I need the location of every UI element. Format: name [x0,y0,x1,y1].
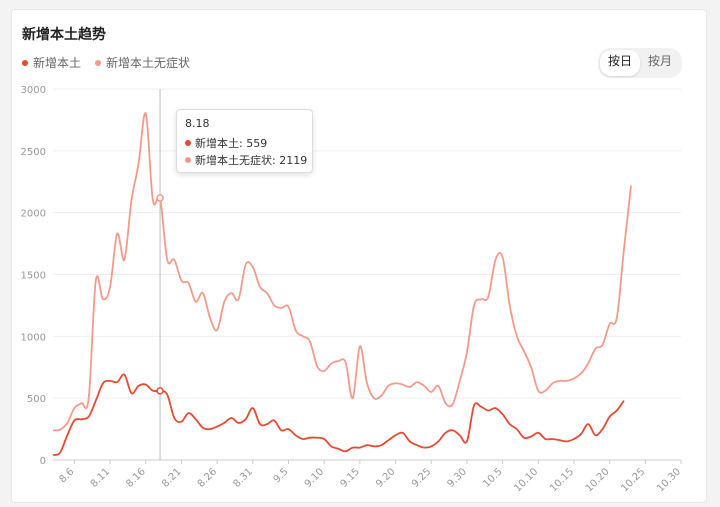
x-tick-label-9.15: 9.15 [338,466,362,490]
tooltip-dot-local [185,140,191,146]
legend-dot-asymptomatic [95,59,102,66]
hover-point-asymptomatic [156,194,164,202]
y-tick-label-1000: 1000 [21,332,46,343]
legend-dot-local [22,59,28,66]
legend-item-local[interactable]: 新增本土 [22,54,81,71]
x-tick-label-10.25: 10.25 [619,466,647,494]
tooltip-date: 8.18 [185,117,210,130]
x-tick-label-10.30: 10.30 [655,466,683,494]
y-tick-label-2000: 2000 [21,209,46,220]
x-tick-label-8.31: 8.31 [231,466,255,490]
chart-title: 新增本土趋势 [22,27,106,43]
tooltip-row-asymptomatic: 新增本土无症状: 2119 [185,152,307,168]
x-tick-label-10.5: 10.5 [481,466,505,490]
y-tick-label-3000: 3000 [21,85,46,96]
y-tick-label-1500: 1500 [21,271,46,282]
y-tick-label-500: 500 [27,394,46,405]
tooltip-label-local: 新增本土: 559 [195,137,268,150]
x-tick-label-10.10: 10.10 [512,466,540,494]
period-toggle: 按日 按月 [598,48,683,78]
legend-item-asymptomatic[interactable]: 新增本土无症状 [95,54,190,71]
chart-tooltip: 8.18 新增本土: 559 新增本土无症状: 2119 [176,109,313,173]
series-line-local [52,373,625,456]
x-tick-label-8.11: 8.11 [89,466,113,490]
toggle-month-button[interactable]: 按月 [648,54,673,68]
tooltip-label-asymptomatic: 新增本土无症状: 2119 [195,154,308,167]
x-tick-label-8.21: 8.21 [160,466,184,490]
tooltip-row-local: 新增本土: 559 [185,135,267,151]
x-tick-label-10.15: 10.15 [548,466,576,494]
legend-label-local: 新增本土 [33,56,82,70]
y-tick-label-2500: 2500 [21,147,46,158]
chart-legend: 新增本土 新增本土无症状 [22,54,190,71]
y-tick-label-0: 0 [40,456,46,467]
x-tick-label-9.25: 9.25 [410,466,434,490]
x-tick-label-10.20: 10.20 [584,466,612,494]
x-tick-label-9.10: 9.10 [303,466,327,490]
tooltip-dot-asymptomatic [185,157,191,163]
legend-label-asymptomatic: 新增本土无症状 [106,56,191,70]
x-tick-label-8.6: 8.6 [58,466,77,485]
hover-point-local [156,387,164,395]
x-tick-label-9.30: 9.30 [446,466,470,490]
x-tick-label-8.16: 8.16 [124,466,148,490]
x-tick-label-9.5: 9.5 [272,466,291,485]
x-tick-label-8.26: 8.26 [196,466,220,490]
chart-card: 新增本土趋势 新增本土 新增本土无症状 按日 按月 [11,9,707,503]
x-tick-label-9.20: 9.20 [374,466,398,490]
series-line-asymptomatic [52,112,632,432]
toggle-day-button[interactable]: 按日 [600,50,641,76]
